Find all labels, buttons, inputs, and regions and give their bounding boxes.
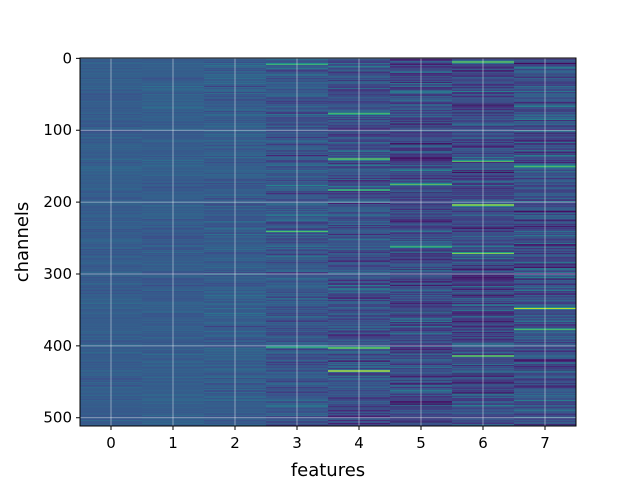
x-tick-label: 1 bbox=[168, 434, 178, 452]
x-axis-ticks: 0 1 2 3 4 5 6 7 bbox=[106, 426, 550, 452]
y-tick-label: 200 bbox=[43, 193, 72, 211]
x-tick-label: 6 bbox=[478, 434, 488, 452]
y-tick-label: 100 bbox=[43, 121, 72, 139]
y-axis-label: channels bbox=[12, 202, 33, 283]
y-tick-label: 0 bbox=[62, 49, 72, 67]
x-tick-label: 4 bbox=[354, 434, 364, 452]
plot-area bbox=[79, 57, 577, 427]
x-tick-label: 0 bbox=[106, 434, 116, 452]
x-tick-label: 7 bbox=[540, 434, 550, 452]
y-axis-ticks: 0 100 200 300 400 500 bbox=[43, 49, 80, 427]
x-tick-label: 5 bbox=[416, 434, 426, 452]
y-tick-label: 300 bbox=[43, 265, 72, 283]
y-tick-label: 500 bbox=[43, 409, 72, 427]
x-tick-label: 2 bbox=[230, 434, 240, 452]
heatmap-cells bbox=[80, 58, 576, 426]
x-axis-label: features bbox=[291, 460, 365, 480]
plot-frame bbox=[79, 57, 577, 427]
x-tick-label: 3 bbox=[292, 434, 302, 452]
y-tick-label: 400 bbox=[43, 337, 72, 355]
